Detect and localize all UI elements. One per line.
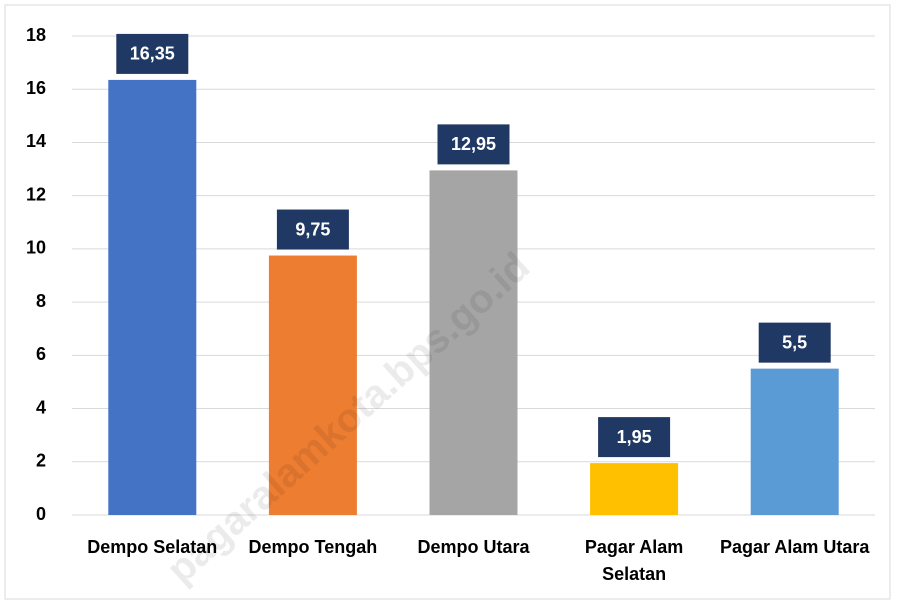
bar (750, 368, 839, 515)
y-tick-label: 4 (36, 397, 46, 417)
y-tick-label: 12 (26, 184, 46, 204)
data-label-box (598, 417, 671, 458)
data-label: 16,35 (130, 44, 175, 64)
bar (268, 255, 357, 515)
y-tick-label: 2 (36, 451, 46, 471)
y-tick-label: 0 (36, 504, 46, 524)
data-label: 9,75 (295, 219, 330, 239)
y-tick-label: 18 (26, 25, 46, 45)
y-tick-label: 14 (26, 131, 46, 151)
x-tick-label: Dempo Selatan (87, 537, 218, 557)
y-tick-label: 6 (36, 344, 46, 364)
data-label-box (116, 33, 189, 74)
x-tick-label: Pagar Alam Selatan (584, 537, 684, 584)
y-tick-label: 16 (26, 78, 46, 98)
data-label: 1,95 (617, 427, 652, 447)
x-tick-label: Pagar Alam Utara (719, 537, 870, 557)
data-label-box (437, 124, 510, 165)
data-label-box (276, 209, 349, 250)
y-tick-label: 8 (36, 291, 46, 311)
data-label: 5,5 (782, 332, 807, 352)
data-label-box (758, 322, 831, 363)
y-tick-label: 10 (26, 238, 46, 258)
bar (429, 170, 518, 515)
bar (108, 79, 197, 516)
data-label: 12,95 (451, 134, 496, 154)
x-tick-label: Dempo Tengah (248, 537, 378, 557)
bar (590, 463, 679, 515)
x-tick-label: Dempo Utara (417, 537, 530, 557)
